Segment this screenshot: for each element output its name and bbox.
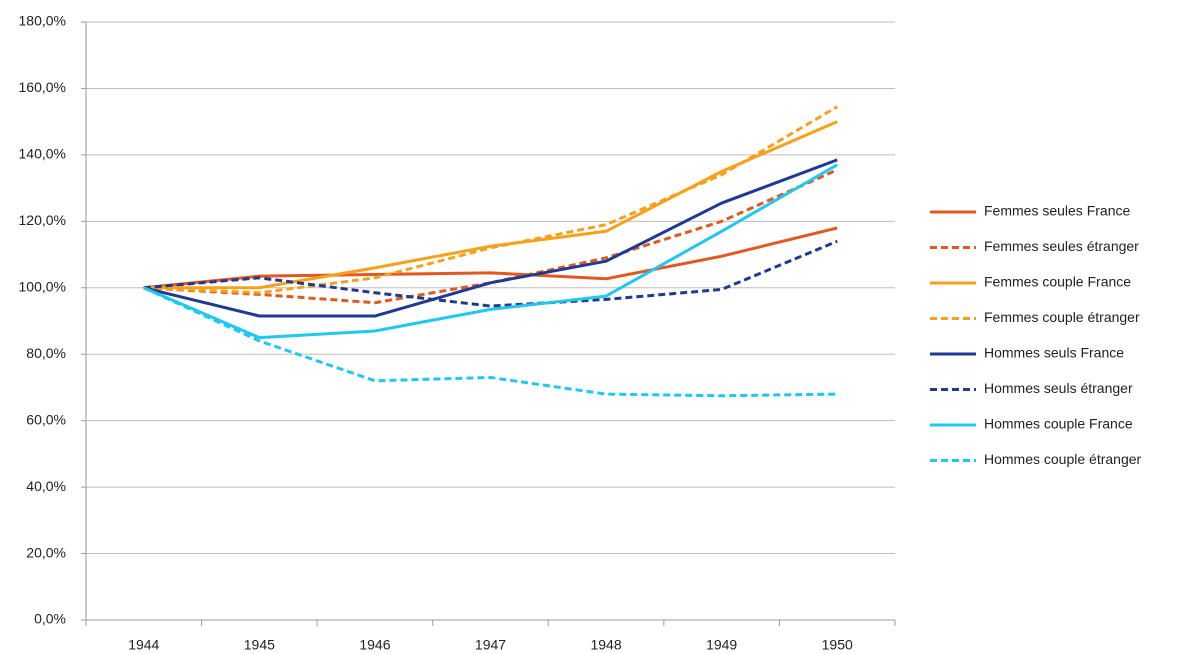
series-line <box>143 158 838 318</box>
y-tick-label: 160,0% <box>19 79 66 95</box>
legend-label: Femmes couple étranger <box>984 309 1140 325</box>
legend-label: Hommes seuls étranger <box>984 380 1133 396</box>
x-tick-label: 1947 <box>475 637 506 653</box>
y-tick-label: 80,0% <box>26 345 66 361</box>
x-tick-label: 1950 <box>822 637 853 653</box>
y-tick-label: 180,0% <box>19 13 66 29</box>
legend-label: Hommes seuls France <box>984 345 1124 361</box>
y-tick-label: 0,0% <box>34 611 66 627</box>
x-tick-label: 1944 <box>128 637 159 653</box>
legend-label: Hommes couple France <box>984 416 1133 432</box>
y-tick-label: 20,0% <box>26 544 66 560</box>
x-tick-label: 1949 <box>706 637 737 653</box>
series-line <box>143 163 838 340</box>
series-line <box>143 286 838 398</box>
series-line <box>143 168 838 305</box>
y-tick-label: 140,0% <box>19 146 66 162</box>
series-line <box>143 226 838 290</box>
legend-label: Femmes couple France <box>984 274 1131 290</box>
x-tick-label: 1948 <box>590 637 621 653</box>
x-tick-label: 1945 <box>244 637 275 653</box>
y-tick-label: 120,0% <box>19 212 66 228</box>
y-tick-label: 60,0% <box>26 411 66 427</box>
legend-label: Femmes seules France <box>984 203 1130 219</box>
series-line <box>143 239 838 308</box>
y-tick-label: 40,0% <box>26 478 66 494</box>
series-line <box>143 105 838 295</box>
x-tick-label: 1946 <box>359 637 390 653</box>
series-line <box>143 120 838 290</box>
legend-label: Femmes seules étranger <box>984 238 1139 254</box>
y-tick-label: 100,0% <box>19 278 66 294</box>
legend-label: Hommes couple étranger <box>984 451 1142 467</box>
